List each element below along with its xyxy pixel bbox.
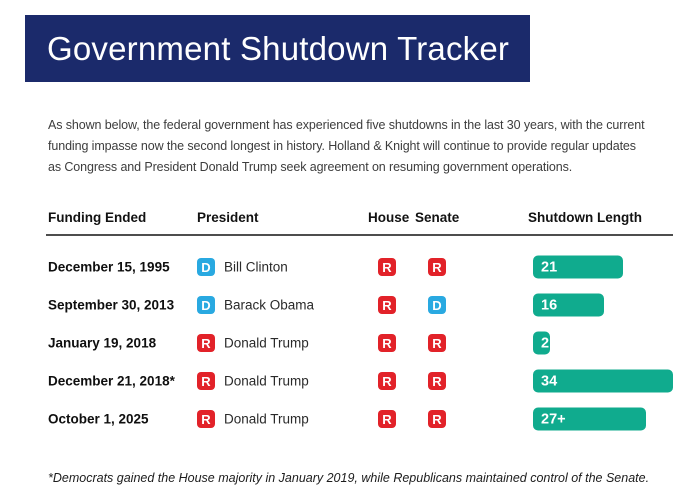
- president-name: Donald Trump: [224, 411, 309, 427]
- house-party-badge: R: [378, 258, 396, 276]
- shutdown-length-bar: 21: [533, 255, 623, 279]
- table-row: January 19, 2018 R Donald Trump R R 2: [48, 330, 688, 356]
- house-party-badge: R: [378, 296, 396, 314]
- funding-ended-date: December 21, 2018*: [48, 373, 175, 389]
- funding-ended-date: October 1, 2025: [48, 411, 149, 427]
- table-row: December 15, 1995 D Bill Clinton R R 21: [48, 254, 688, 280]
- column-header-president: President: [197, 210, 259, 225]
- president-name: Donald Trump: [224, 373, 309, 389]
- shutdown-length-bar: 27+: [533, 407, 646, 431]
- president-party-badge: R: [197, 334, 215, 352]
- president-party-badge: D: [197, 258, 215, 276]
- table-row: October 1, 2025 R Donald Trump R R 27+: [48, 406, 688, 432]
- president-party-badge: R: [197, 372, 215, 390]
- senate-party-badge: R: [428, 334, 446, 352]
- shutdown-length-value: 21: [541, 259, 558, 275]
- president-party-badge: R: [197, 410, 215, 428]
- senate-party-badge: R: [428, 410, 446, 428]
- house-party-badge: R: [378, 410, 396, 428]
- column-header-shutdown-length: Shutdown Length: [528, 210, 642, 225]
- president-party-badge: D: [197, 296, 215, 314]
- table-row: December 21, 2018* R Donald Trump R R 34: [48, 368, 688, 394]
- column-header-funding-ended: Funding Ended: [48, 210, 147, 225]
- senate-party-badge: D: [428, 296, 446, 314]
- senate-party-badge: R: [428, 258, 446, 276]
- table-row: September 30, 2013 D Barack Obama R D 16: [48, 292, 688, 318]
- funding-ended-date: December 15, 1995: [48, 259, 170, 275]
- funding-ended-date: September 30, 2013: [48, 297, 175, 313]
- shutdown-length-bar: 16: [533, 293, 604, 317]
- intro-paragraph: As shown below, the federal government h…: [48, 117, 645, 174]
- column-header-senate: Senate: [415, 210, 460, 225]
- house-party-badge: R: [378, 372, 396, 390]
- shutdown-length-value: 34: [541, 373, 558, 389]
- footnote: *Democrats gained the House majority in …: [48, 470, 650, 485]
- column-header-house: House: [368, 210, 410, 225]
- header-banner: Government Shutdown Tracker: [25, 15, 530, 82]
- page-title: Government Shutdown Tracker: [47, 29, 510, 67]
- house-party-badge: R: [378, 334, 396, 352]
- president-name: Donald Trump: [224, 335, 309, 351]
- shutdown-length-value: 27+: [541, 411, 566, 427]
- shutdown-length-bar: 2: [533, 331, 550, 355]
- senate-party-badge: R: [428, 372, 446, 390]
- shutdown-length-bar: 34: [533, 369, 673, 393]
- header-divider-rule: [46, 234, 673, 236]
- funding-ended-date: January 19, 2018: [48, 335, 157, 351]
- president-name: Barack Obama: [224, 297, 315, 313]
- shutdown-length-value: 16: [541, 297, 558, 313]
- president-name: Bill Clinton: [224, 259, 288, 275]
- shutdown-length-value: 2: [541, 335, 550, 351]
